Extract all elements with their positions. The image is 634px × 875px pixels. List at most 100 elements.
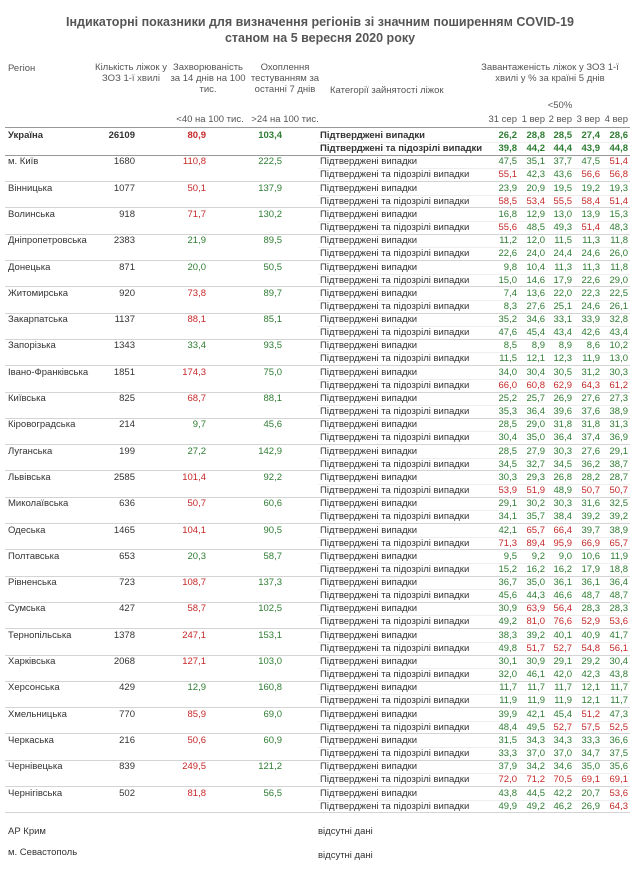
- testing: 45,6: [263, 419, 283, 431]
- load-value: 33,9: [581, 314, 601, 326]
- testing: 130,2: [258, 208, 282, 220]
- load-value: 33,3: [581, 734, 601, 746]
- load-value: 65,7: [526, 524, 546, 536]
- load-value: 39,2: [581, 511, 601, 523]
- load-value: 20,9: [526, 182, 546, 194]
- load-value: 42,6: [581, 327, 601, 339]
- load-value: 11,5: [554, 235, 572, 247]
- load-value: 36,1: [553, 577, 573, 589]
- load-value: 10,2: [609, 340, 629, 352]
- load-value: 24,6: [581, 300, 601, 312]
- load-value: 46,2: [553, 800, 573, 812]
- region-name: м. Київ: [8, 156, 39, 168]
- divider: [5, 260, 630, 261]
- load-value: 49,5: [526, 721, 546, 733]
- region-name: Тернопільська: [8, 629, 72, 641]
- beds: 1465: [113, 524, 135, 536]
- category-label: Підтверджені випадки: [320, 577, 418, 589]
- load-value: 66,9: [581, 537, 601, 549]
- load-value: 66,0: [498, 379, 518, 391]
- date-header: 2 вер: [548, 114, 572, 125]
- load-value: 42,0: [553, 669, 573, 680]
- load-value: 52,7: [553, 721, 573, 733]
- region-name: Луганська: [8, 445, 53, 457]
- incidence: 247,1: [182, 629, 206, 641]
- load-value: 34,6: [526, 314, 546, 326]
- load-value: 30,5: [553, 366, 573, 378]
- beds: 653: [119, 550, 135, 562]
- load-value: 56,4: [553, 603, 573, 615]
- load-value: 69,1: [609, 774, 629, 786]
- load-value: 45,4: [553, 708, 573, 720]
- divider: [5, 601, 630, 603]
- category-label: Підтверджені випадки: [320, 761, 418, 773]
- category-label: Підтверджені та підозрілі випадки: [320, 747, 470, 759]
- load-value: 62,9: [553, 379, 573, 391]
- load-value: 40,9: [581, 629, 601, 641]
- category-label: Підтверджені та підозрілі випадки: [320, 721, 470, 733]
- load-value: 11,9: [610, 550, 628, 562]
- sub-divider: [318, 352, 630, 354]
- load-value: 28,5: [498, 419, 518, 431]
- testing: 137,3: [258, 577, 282, 589]
- category-label: Підтверджені випадки: [320, 393, 418, 404]
- load-value: 11,7: [527, 682, 545, 694]
- region-name: Івано-Франківська: [8, 366, 89, 378]
- load-value: 11,2: [499, 235, 517, 247]
- load-value: 28,2: [581, 471, 601, 483]
- load-value: 25,1: [553, 300, 573, 312]
- testing: 60,6: [263, 498, 283, 510]
- load-value: 26,2: [498, 130, 518, 141]
- load-value: 10,4: [526, 261, 546, 273]
- load-value: 11,3: [582, 235, 600, 247]
- beds: 825: [119, 393, 135, 404]
- load-value: 39,2: [609, 511, 629, 523]
- beds: 723: [119, 577, 135, 589]
- beds: 1680: [113, 156, 135, 168]
- load-value: 9,0: [558, 550, 572, 562]
- sub-divider: [318, 562, 630, 564]
- load-value: 48,9: [553, 484, 573, 496]
- load-value: 37,0: [553, 747, 573, 759]
- divider: [5, 391, 630, 393]
- load-value: 36,4: [553, 432, 573, 444]
- load-value: 19,5: [553, 182, 573, 194]
- incidence: 58,7: [187, 603, 207, 615]
- load-value: 56,8: [609, 169, 629, 181]
- load-value: 30,4: [498, 432, 518, 444]
- load-value: 44,8: [609, 143, 629, 154]
- incidence: 104,1: [182, 524, 206, 536]
- load-value: 58,4: [581, 195, 601, 207]
- load-value: 81,0: [526, 616, 546, 628]
- category-label: Підтверджені та підозрілі випадки: [320, 143, 483, 154]
- load-value: 36,7: [498, 577, 518, 589]
- load-value: 30,4: [609, 656, 629, 667]
- load-value: 34,6: [553, 761, 573, 773]
- incidence: 33,4: [187, 340, 207, 352]
- testing: 85,1: [263, 314, 283, 326]
- load-value: 42,2: [553, 787, 573, 799]
- load-value: 27,6: [581, 393, 601, 404]
- beds: 1077: [113, 182, 135, 194]
- load-value: 22,6: [498, 248, 518, 260]
- load-value: 57,5: [581, 721, 601, 733]
- divider: [5, 575, 630, 577]
- sub-divider: [318, 720, 630, 722]
- category-label: Підтверджені та підозрілі випадки: [320, 458, 470, 470]
- divider: [5, 733, 630, 735]
- load-value: 30,4: [526, 366, 546, 378]
- divider: [5, 365, 630, 367]
- category-label: Підтверджені та підозрілі випадки: [320, 800, 470, 812]
- load-value: 50,7: [581, 484, 601, 496]
- load-value: 34,0: [498, 366, 518, 378]
- category-label: Підтверджені випадки: [320, 130, 425, 141]
- load-value: 28,3: [609, 603, 629, 615]
- load-value: 43,9: [581, 143, 601, 154]
- load-value: 9,8: [503, 261, 517, 273]
- category-label: Підтверджені та підозрілі випадки: [320, 590, 470, 602]
- load-value: 35,0: [581, 761, 601, 773]
- category-label: Підтверджені випадки: [320, 445, 418, 457]
- incidence: 68,7: [187, 393, 207, 404]
- testing: 58,7: [263, 550, 283, 562]
